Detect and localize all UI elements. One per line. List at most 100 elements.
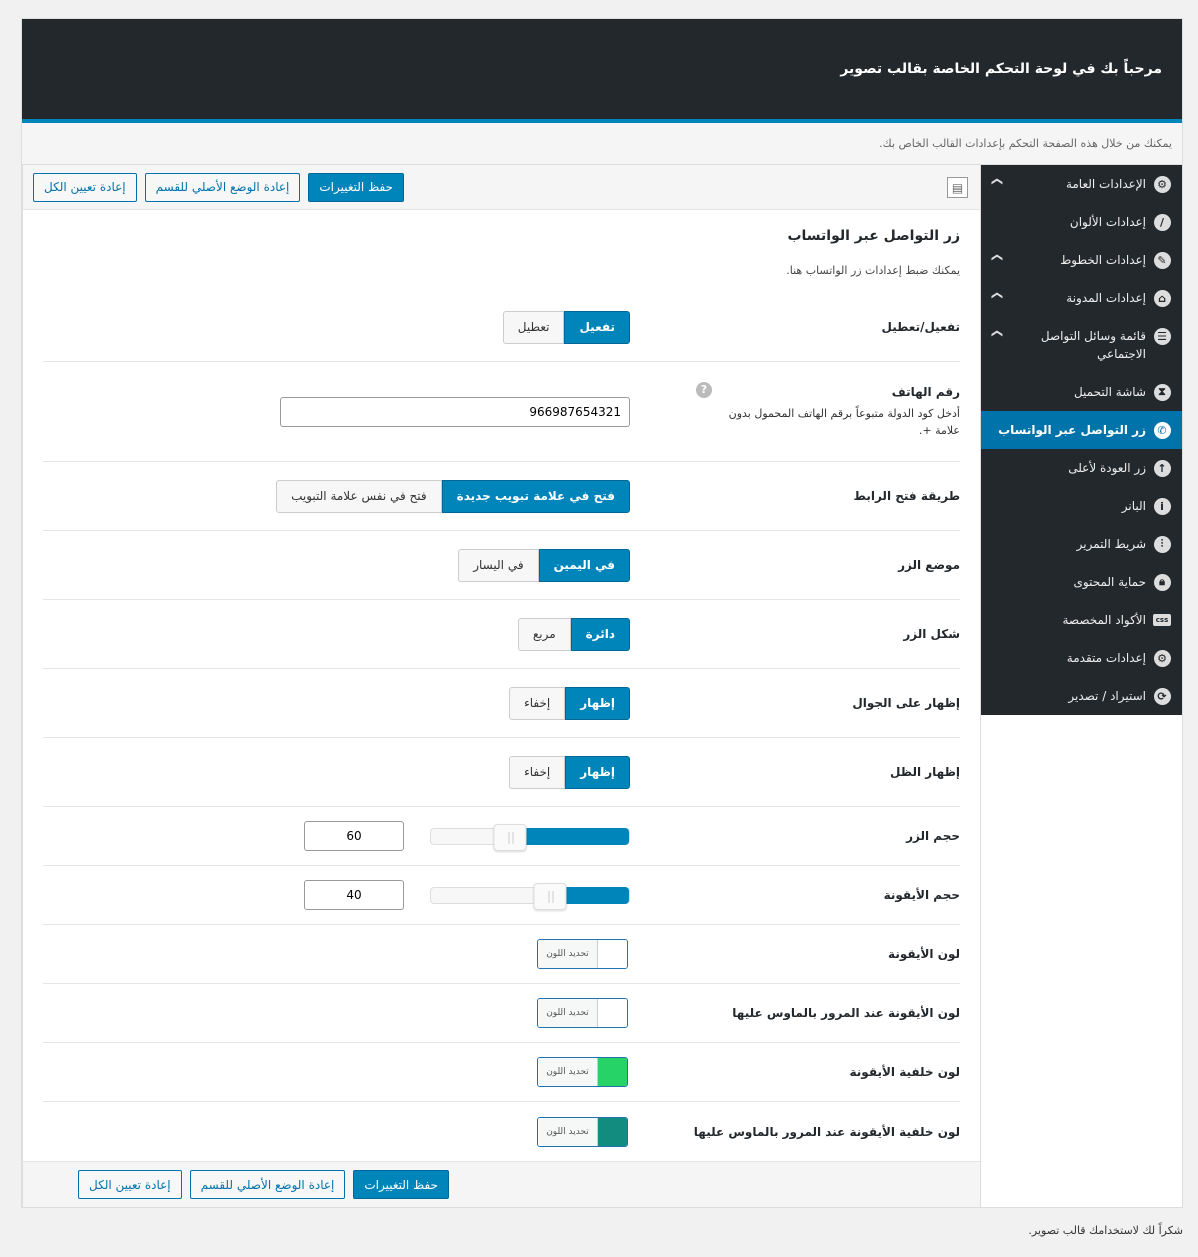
- reset-section-button[interactable]: إعادة الوضع الأصلي للقسم: [144, 172, 301, 202]
- sidebar-item[interactable]: ↑ زر العودة لأعلى: [981, 449, 1182, 487]
- save-button[interactable]: حفظ التغييرات: [353, 1170, 449, 1199]
- icon_size-input[interactable]: [304, 880, 404, 910]
- sidebar-item[interactable]: css الأكواد المخصصة: [981, 601, 1182, 639]
- field-label: لون الأيقونة عند المرور بالماوس عليها: [732, 1006, 960, 1020]
- gears-icon: ⚙: [1152, 649, 1172, 667]
- color-row: لون خلفية الأيقونة تحديد اللون: [43, 1043, 960, 1102]
- sidebar-item-label: شريط التمرير: [1076, 537, 1146, 551]
- sidebar-item[interactable]: i البانر: [981, 487, 1182, 525]
- mobile-button-group: إظهار إخفاء: [509, 686, 630, 720]
- sidebar-item-label: شاشة التحميل: [1073, 385, 1146, 399]
- chevron-down-icon[interactable]: ❯: [991, 252, 1005, 263]
- position-option[interactable]: في اليسار: [458, 548, 539, 582]
- position-button-group: في اليمين في اليسار: [458, 548, 630, 582]
- sidebar-item[interactable]: ⫶ شريط التمرير: [981, 525, 1182, 563]
- field-label: تفعيل/تعطيل: [881, 320, 961, 334]
- mobile-option[interactable]: إخفاء: [509, 686, 566, 720]
- subheader: يمكنك من خلال هذه الصفحة التحكم بإعدادات…: [22, 123, 1182, 165]
- reset-section-button[interactable]: إعادة الوضع الأصلي للقسم: [189, 1170, 346, 1199]
- phone-input[interactable]: [280, 396, 630, 427]
- slider-handle[interactable]: [493, 823, 527, 851]
- button_size-slider[interactable]: [430, 823, 630, 851]
- icon_size-row: حجم الأيقونة: [43, 866, 960, 925]
- lock-icon: 🔒︎: [1152, 573, 1172, 591]
- color-swatch: [598, 1117, 627, 1146]
- field-label: طريقة فتح الرابط: [853, 489, 961, 503]
- button_size-input[interactable]: [304, 821, 404, 851]
- shadow-button-group: إظهار إخفاء: [509, 755, 630, 789]
- sidebar-item[interactable]: ✆ زر التواصل عبر الواتساب: [981, 411, 1182, 449]
- slider-handle[interactable]: [533, 882, 567, 910]
- arrow-up-icon: ↑: [1152, 459, 1172, 477]
- button_size-row: حجم الزر: [43, 807, 960, 866]
- hourglass-icon: ⧗: [1152, 383, 1172, 401]
- sidebar-item[interactable]: / إعدادات الألوان: [981, 203, 1182, 241]
- icon_size-slider[interactable]: [430, 882, 630, 910]
- top-toolbar: إعادة تعيين الكل إعادة الوضع الأصلي للقس…: [23, 165, 980, 210]
- shadow-option[interactable]: إظهار: [565, 755, 630, 789]
- layout-toggle-icon[interactable]: ▤: [947, 177, 968, 198]
- sidebar-item[interactable]: ✎ إعدادات الخطوط ❯: [981, 241, 1182, 279]
- chevron-down-icon[interactable]: ❯: [991, 176, 1005, 187]
- mobile-option[interactable]: إظهار: [565, 686, 630, 720]
- color-picker-button[interactable]: تحديد اللون: [537, 1116, 628, 1147]
- shape-option[interactable]: مربع: [517, 617, 571, 651]
- settings-panel: مرحباً بك في لوحة التحكم الخاصة بقالب تص…: [21, 18, 1183, 1208]
- color-swatch: [598, 999, 627, 1027]
- chevron-down-icon[interactable]: ❯: [991, 290, 1005, 301]
- color-row: لون الأيقونة عند المرور بالماوس عليها تحد…: [43, 984, 960, 1043]
- field-label: لون الأيقونة: [888, 947, 960, 961]
- field-label: إظهار الظل: [890, 765, 960, 779]
- sidebar-item-label: حماية المحتوى: [1073, 575, 1147, 589]
- phone-icon: ✆: [1152, 421, 1172, 439]
- section-description: يمكنك ضبط إعدادات زر الواتساب هنا.: [786, 264, 960, 277]
- sidebar-item[interactable]: ☰ قائمة وسائل التواصل الاجتماعي ❯: [981, 317, 1182, 373]
- link_mode-option[interactable]: فتح في نفس علامة التبويب: [276, 479, 442, 513]
- pencil-icon: ✎: [1152, 251, 1172, 269]
- sidebar-item[interactable]: ⚙ الإعدادات العامة ❯: [981, 165, 1182, 203]
- shape-button-group: دائرة مربع: [517, 617, 630, 651]
- color-swatch: [598, 940, 627, 968]
- footer-note: شكراً لك لاستخدامك قالب تصوير.: [1028, 1224, 1183, 1237]
- main-content: إعادة تعيين الكل إعادة الوضع الأصلي للقس…: [22, 165, 981, 1207]
- sliders-icon: ⫶: [1152, 535, 1172, 553]
- sidebar-item[interactable]: 🔒︎ حماية المحتوى: [981, 563, 1182, 601]
- shape-option[interactable]: دائرة: [570, 617, 630, 651]
- enable-option[interactable]: تعطيل: [502, 310, 565, 344]
- sidebar-item[interactable]: ⚙ إعدادات متقدمة: [981, 639, 1182, 677]
- shape-row: شكل الزر دائرة مربع: [43, 600, 960, 669]
- list-icon: ☰: [1152, 327, 1172, 345]
- color-picker-button[interactable]: تحديد اللون: [537, 1057, 628, 1087]
- sidebar: ⚙ الإعدادات العامة ❯ / إعدادات الألوان ✎ إعداد…: [981, 165, 1182, 715]
- field-label: رقم الهاتف: [891, 384, 960, 399]
- link_mode-button-group: فتح في علامة تبويب جديدة فتح في نفس علامة…: [276, 479, 630, 513]
- color-picker-button[interactable]: تحديد اللون: [537, 998, 628, 1028]
- sidebar-item-label: إعدادات الألوان: [1069, 215, 1146, 229]
- help-icon[interactable]: ?: [696, 382, 712, 398]
- link_mode-option[interactable]: فتح في علامة تبويب جديدة: [441, 479, 630, 513]
- reset-all-button[interactable]: إعادة تعيين الكل: [33, 172, 137, 202]
- brush-icon: /: [1152, 213, 1172, 231]
- link_mode-row: طريقة فتح الرابط فتح في علامة تبويب جديدة…: [43, 462, 960, 531]
- sidebar-item[interactable]: ⟳ استيراد / تصدير: [981, 677, 1182, 715]
- info-icon: i: [1152, 497, 1172, 515]
- color-row: لون خلفية الأيقونة عند المرور بالماوس عل…: [43, 1102, 960, 1161]
- home-icon: ⌂: [1152, 289, 1172, 307]
- reset-all-button[interactable]: إعادة تعيين الكل: [78, 1170, 182, 1199]
- chevron-down-icon[interactable]: ❯: [991, 328, 1005, 339]
- enable-option[interactable]: تفعيل: [564, 310, 630, 344]
- field-label: لون خلفية الأيقونة: [849, 1065, 960, 1079]
- sidebar-item[interactable]: ⌂ إعدادات المدونة ❯: [981, 279, 1182, 317]
- sidebar-item[interactable]: ⧗ شاشة التحميل: [981, 373, 1182, 411]
- position-option[interactable]: في اليمين: [538, 548, 630, 582]
- sidebar-item-label: إعدادات المدونة: [1066, 291, 1146, 305]
- sidebar-item-label: قائمة وسائل التواصل الاجتماعي: [1040, 329, 1146, 361]
- sidebar-item-label: إعدادات متقدمة: [1066, 651, 1146, 665]
- shadow-option[interactable]: إخفاء: [509, 755, 566, 789]
- save-button[interactable]: حفظ التغييرات: [308, 172, 404, 202]
- refresh-icon: ⟳: [1152, 687, 1172, 705]
- phone-help: أدخل كود الدولة متبوعاً برقم الهاتف المح…: [728, 406, 960, 437]
- gear-icon: ⚙: [1152, 175, 1172, 193]
- color-picker-button[interactable]: تحديد اللون: [537, 939, 628, 969]
- field-label: موضع الزر: [898, 558, 960, 572]
